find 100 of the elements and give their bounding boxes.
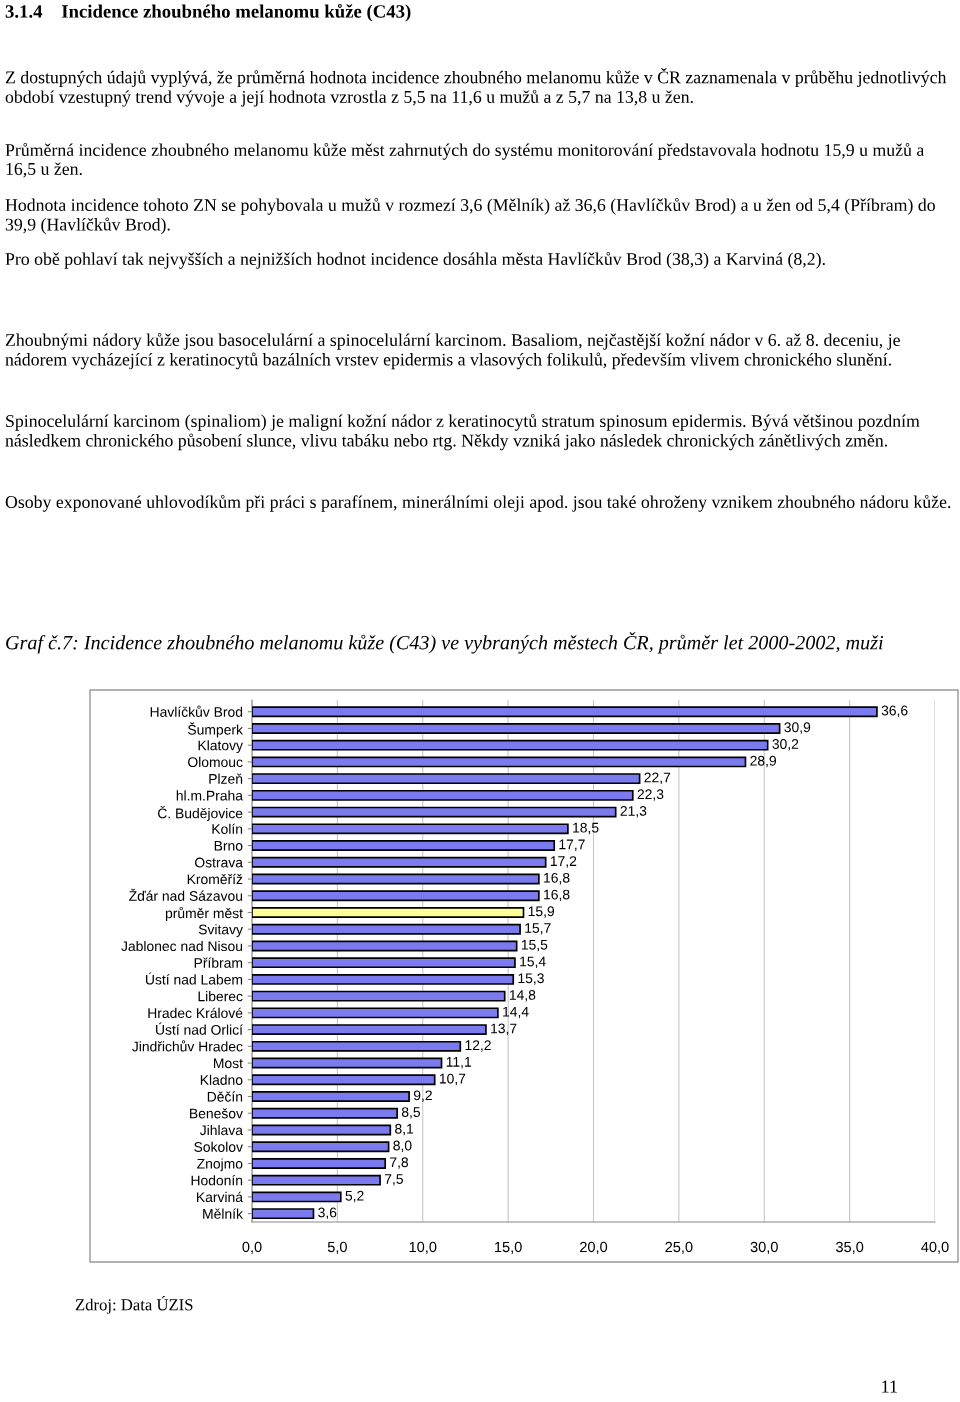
bar: [252, 1024, 487, 1036]
y-tick-label: Děčín: [207, 1091, 243, 1102]
bar: [252, 1174, 381, 1186]
bar: [252, 1208, 315, 1220]
text: Osoby exponované uhlovodíkům při práci s parafínem, minerálními oleji apod. jsou také ohroženy vznikem zhoubného nádoru kůže.: [5, 495, 951, 512]
bar: [252, 823, 569, 835]
bar: [252, 1091, 410, 1102]
y-tick-label: Jablonec nad Nisou: [121, 940, 243, 952]
bar: [252, 990, 506, 1002]
x-tick-label: 25,0: [665, 1241, 693, 1254]
x-tick-label: 35,0: [835, 1241, 864, 1254]
y-tick-label: Havlíčkův Brod: [150, 705, 243, 717]
y-tick-label: Brno: [214, 841, 243, 851]
bar: [252, 890, 540, 902]
text: Pro obě pohlaví tak nejvyšších a nejnižších hodnot incidence dosáhla města Havlíčkův Brod (38,3) a Karviná (8,2).: [5, 252, 825, 269]
y-tick-label: Most: [214, 1058, 243, 1069]
y-tick-label: Ostrava: [195, 857, 243, 868]
data-label: 8,5: [401, 1107, 421, 1119]
chart-subtitle: Graf č.7: Incidence zhoubného melanomu kůže (C43) ve vybraných městech ČR, průměr let 2000-2002, muži: [6, 632, 884, 654]
y-tick-label: Příbram: [194, 957, 243, 968]
data-label: 22,3: [637, 789, 664, 801]
data-label: 7,5: [384, 1174, 403, 1186]
bar: [252, 907, 525, 918]
y-tick-label: Žďár nad Sázavou: [129, 888, 243, 901]
y-tick-label: Č. Budějovice: [157, 806, 243, 822]
data-label: 10,7: [439, 1073, 466, 1086]
text: 11: [882, 1380, 897, 1393]
y-tick-label: hl.m.Praha: [176, 790, 243, 801]
bar: [252, 789, 634, 801]
bar: [252, 1074, 436, 1086]
data-label: 9,2: [413, 1090, 432, 1102]
data-label: 18,5: [573, 822, 599, 835]
x-tick-label: 10,0: [409, 1241, 437, 1254]
text: Hodnota incidence tohoto ZN se pohybovala u mužů v rozmezí 3,6 (Mělník) až 36,6 (Havlíčkův Brod) a u žen od 5,4 (Příbram) do 39,9 (Havlíčkův Brod).: [5, 198, 935, 235]
chart-title: 3.1.4 Incidence zhoubného melanomu kůže (C43): [5, 4, 411, 22]
data-label: 7,8: [390, 1157, 409, 1169]
x-tick-label: 20,0: [580, 1241, 608, 1254]
y-tick-label: Svitavy: [198, 924, 243, 938]
data-label: 15,9: [528, 906, 555, 918]
bar: [252, 1141, 390, 1153]
x-tick-label: 0,0: [242, 1241, 262, 1254]
bar: [252, 1107, 398, 1119]
data-label: 14,4: [503, 1006, 529, 1019]
bar: [252, 723, 781, 734]
bar: [252, 873, 540, 885]
y-tick-label: Klatovy: [198, 740, 243, 754]
bar: [252, 856, 547, 868]
data-label: 15,7: [525, 923, 551, 935]
data-label: 21,3: [620, 805, 647, 818]
bar: [252, 1191, 342, 1203]
y-tick-label: Jindřichův Hradec: [132, 1040, 243, 1052]
y-tick-label: Jihlava: [199, 1124, 243, 1136]
data-label: 11,1: [446, 1057, 472, 1069]
data-label: 15,3: [518, 973, 544, 985]
x-tick-label: 5,0: [327, 1241, 347, 1254]
data-label: 36,6: [881, 705, 908, 718]
y-tick-label: Plzeň: [209, 773, 243, 784]
bar: [252, 1124, 392, 1136]
data-label: 15,5: [521, 939, 548, 952]
data-label: 13,7: [491, 1023, 517, 1035]
data-label: 15,4: [520, 956, 546, 969]
bar: [252, 806, 617, 818]
data-label: 5,2: [345, 1190, 364, 1203]
bar: [252, 1057, 443, 1069]
y-tick-label: Olomouc: [188, 756, 243, 768]
data-label: 28,9: [750, 755, 777, 768]
data-label: 16,8: [544, 872, 570, 885]
data-label: 8,1: [395, 1123, 414, 1136]
bar: [252, 1158, 387, 1169]
y-tick-label: Kladno: [200, 1074, 243, 1085]
y-tick-label: Hodonín: [191, 1174, 243, 1186]
y-tick-label: Mělník: [203, 1208, 243, 1219]
data-label: 3,6: [318, 1207, 337, 1219]
data-label: 22,7: [644, 772, 671, 784]
text: Z dostupných údajů vyplývá, že průměrná hodnota incidence zhoubného melanomu kůže v ČR zaznamenala v průběhu jednotlivých období vzestupný trend vývoje a její hodnota vzrostla z 5,5 na 11,6 u mužů a z 5,7 na 13,8 u žen.: [5, 68, 947, 107]
data-label: 12,2: [465, 1040, 491, 1052]
data-label: 14,8: [509, 990, 536, 1002]
data-label: 8,0: [393, 1140, 412, 1153]
text: Zhoubnými nádory kůže jsou basocelulární a spinocelulární karcinom. Basaliom, nejčastější kožní nádor v 6. až 8. deceniu, je nádorem vycházející z keratinocytů bazálních vrstev epidermis a vlasových folikulů, především vlivem chronického slunění.: [5, 333, 900, 370]
text: Zdroj: Data ÚZIS: [75, 1296, 193, 1314]
y-tick-label: Ústí nad Labem: [146, 972, 243, 985]
data-label: 17,2: [550, 856, 577, 868]
y-tick-label: Karviná: [197, 1191, 243, 1203]
data-label: 30,9: [784, 722, 811, 734]
y-tick-label: Benešov: [190, 1108, 243, 1119]
bar: [252, 973, 515, 985]
bar: [252, 840, 556, 851]
data-label: 30,2: [772, 739, 799, 751]
x-tick-label: 30,0: [750, 1241, 778, 1254]
y-tick-label: Hradec Králové: [148, 1007, 243, 1019]
y-tick-label: Sokolov: [194, 1141, 243, 1152]
bar: [252, 756, 747, 768]
bar: [252, 940, 518, 952]
data-label: 17,7: [559, 839, 585, 851]
text: Spinocelulární karcinom (spinaliom) je maligní kožní nádor z keratinocytů stratum spinosum epidermis. Bývá většinou pozdním následkem chronického působení slunce, vlivu tabáku nebo rtg. Někdy vzniká jako následek chronických zánětlivých změn.: [5, 414, 920, 451]
y-tick-label: průměr měst: [165, 906, 243, 921]
bar: [252, 773, 641, 785]
bar: [252, 1007, 499, 1019]
x-tick-label: 15,0: [495, 1241, 522, 1254]
bar: [252, 957, 516, 969]
